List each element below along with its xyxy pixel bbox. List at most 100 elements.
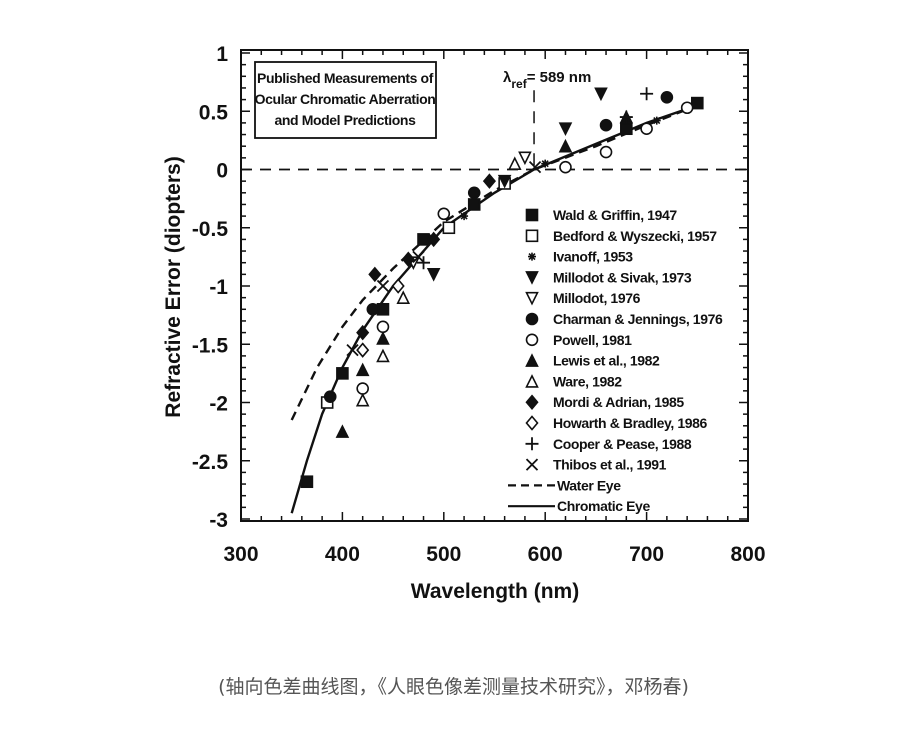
data-point (396, 290, 411, 304)
legend-label: Water Eye (557, 477, 621, 493)
x-axis-label: Wavelength (nm) (411, 580, 579, 603)
data-point (482, 173, 496, 189)
series-triangle-down-filled (426, 87, 608, 282)
legend-marker-triangle-up-open (525, 374, 539, 388)
legend-label: Ware, 1982 (553, 373, 622, 389)
data-point (412, 250, 425, 264)
legend-label: Howarth & Bradley, 1986 (553, 415, 708, 431)
legend-label: Charman & Jennings, 1976 (553, 311, 723, 327)
data-point (376, 279, 390, 293)
legend-label: Millodot & Sivak, 1973 (553, 269, 692, 285)
data-point (427, 231, 441, 248)
legend-label: Ivanoff, 1953 (553, 249, 633, 265)
legend-marker-triangle-down-filled (525, 271, 539, 285)
legend-marker-circle-filled (525, 312, 539, 326)
data-point (690, 96, 704, 110)
x-tick-label: 500 (426, 543, 461, 566)
legend-label: Mordi & Adrian, 1985 (553, 394, 684, 410)
data-point (541, 159, 550, 168)
data-point (518, 151, 532, 166)
data-point (323, 390, 337, 403)
x-tick-label: 600 (528, 543, 563, 566)
data-point (619, 110, 633, 124)
data-point (594, 87, 608, 102)
series-circle-filled (323, 90, 674, 403)
data-point (346, 343, 359, 357)
data-point (376, 331, 390, 345)
data-point (497, 174, 512, 189)
data-point (368, 266, 382, 283)
x-tick-label: 400 (325, 543, 360, 566)
data-point (507, 156, 522, 170)
y-axis-label: Refractive Error (diopters) (162, 156, 185, 417)
data-point (460, 212, 469, 221)
series-diamond-filled (356, 173, 496, 341)
series-cross (346, 161, 542, 357)
series-triangle-up-open (355, 156, 522, 407)
data-point (356, 324, 370, 341)
data-point (426, 268, 441, 282)
legend-marker-triangle-up-filled (525, 353, 539, 367)
y-tick-label: -2 (209, 393, 228, 416)
legend-label: Lewis et al., 1982 (553, 353, 660, 369)
legend-marker-diamond-filled (525, 394, 539, 410)
legend-label: Millodot, 1976 (553, 290, 641, 306)
chart-title-line: Ocular Chromatic Aberration (255, 91, 436, 107)
y-tick-label: -3 (209, 509, 228, 532)
legend-marker-plus (525, 437, 539, 451)
legend-marker-circle-open (525, 333, 539, 347)
legend-label: Bedford & Wyszecki, 1957 (553, 228, 717, 244)
chart-title-line: and Model Predictions (275, 112, 417, 128)
ref-sub: ref (511, 77, 527, 91)
legend-marker-square-filled (525, 208, 539, 222)
series-circle-open (356, 101, 694, 395)
series-square-open (320, 177, 511, 409)
chart-title-line: Published Measurements of (257, 70, 434, 86)
series-asterisk (460, 116, 661, 221)
y-tick-label: 1 (216, 43, 228, 66)
data-point (528, 161, 542, 174)
data-point (467, 186, 481, 200)
legend-marker-square-open (525, 229, 539, 243)
data-point (467, 198, 481, 211)
data-point (356, 382, 369, 395)
legend-label: Powell, 1981 (553, 332, 632, 348)
legend-marker-diamond-open (525, 415, 539, 431)
data-point (558, 138, 573, 153)
data-point (559, 160, 572, 174)
y-tick-label: 0 (216, 160, 228, 183)
legend-label: Cooper & Pease, 1988 (553, 436, 692, 452)
legend-label: Wald & Griffin, 1947 (553, 207, 677, 223)
data-point (401, 251, 415, 267)
data-point (599, 118, 613, 132)
data-point (376, 320, 390, 334)
data-point (356, 342, 370, 358)
x-tick-label: 700 (629, 543, 664, 566)
data-point (442, 221, 456, 235)
reference-label: λref= 589 nm (503, 69, 591, 91)
legend-marker-triangle-down-open (525, 291, 539, 306)
data-point (652, 116, 661, 125)
data-point (640, 87, 654, 101)
ref-value: = 589 nm (527, 69, 592, 86)
x-tick-label: 800 (730, 543, 765, 566)
y-tick-label: -1.5 (192, 334, 229, 357)
x-tick-label: 300 (223, 543, 258, 566)
water-eye-line (290, 104, 698, 421)
data-point (336, 367, 349, 380)
legend-label: Chromatic Eye (557, 498, 650, 514)
data-point (391, 278, 405, 294)
y-tick-label: -1 (209, 276, 228, 299)
title-box (254, 61, 437, 139)
data-point (437, 207, 451, 221)
data-point (640, 122, 653, 136)
data-point (376, 348, 390, 363)
data-point (300, 475, 314, 489)
data-point (355, 392, 370, 407)
y-tick-label: 0.5 (199, 101, 229, 124)
data-point (558, 122, 573, 137)
legend-label: Thibos et al., 1991 (553, 457, 667, 473)
data-point (599, 145, 613, 159)
series-diamond-open (356, 278, 405, 358)
data-point (680, 101, 694, 115)
